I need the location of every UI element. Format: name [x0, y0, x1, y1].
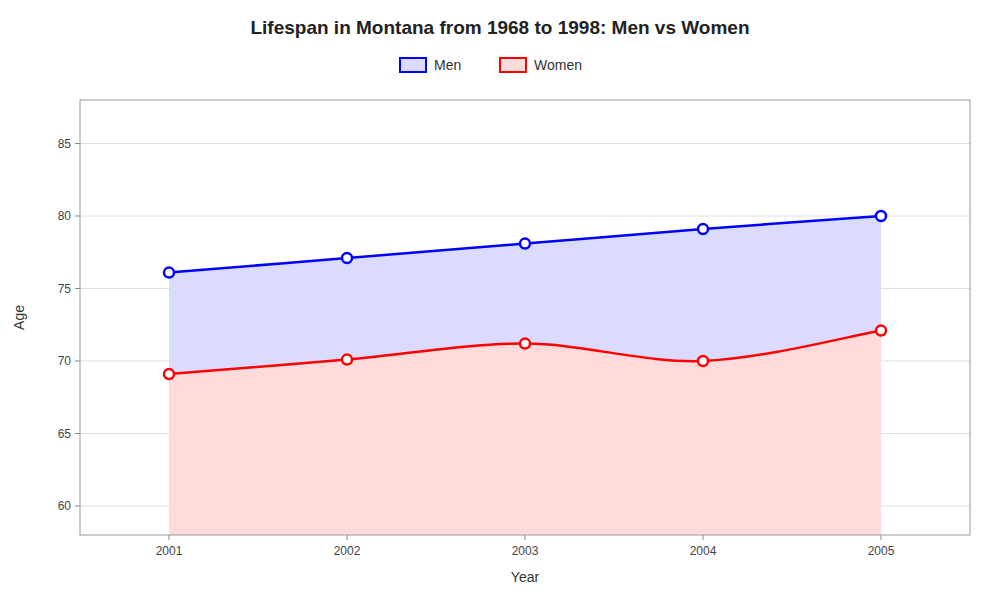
marker [876, 211, 886, 221]
y-tick-label: 65 [58, 427, 72, 441]
x-ticks: 2001 2002 2003 2004 2005 [156, 535, 895, 558]
legend: Men Women [400, 57, 582, 73]
x-tick-label: 2002 [334, 544, 361, 558]
plot-frame [80, 100, 970, 535]
y-tick-label: 75 [58, 282, 72, 296]
marker [698, 356, 708, 366]
marker [520, 239, 530, 249]
marker [876, 326, 886, 336]
series-line-0 [164, 211, 886, 278]
line [169, 216, 881, 273]
marker [520, 339, 530, 349]
legend-swatch [400, 58, 426, 72]
y-tick-label: 60 [58, 499, 72, 513]
marker [164, 369, 174, 379]
grid-line [80, 216, 970, 217]
x-tick-label: 2003 [512, 544, 539, 558]
y-tick [75, 143, 80, 144]
marker [342, 355, 352, 365]
x-axis-label: Year [511, 569, 540, 585]
line [169, 331, 881, 375]
x-tick-label: 2005 [868, 544, 895, 558]
y-tick [75, 288, 80, 289]
x-tick [525, 535, 526, 540]
marker [698, 224, 708, 234]
area [169, 216, 881, 535]
y-tick-label: 85 [58, 137, 72, 151]
chart: 60 65 70 75 80 85 2001 2002 2003 2004 2005 Lifespan… [0, 0, 1000, 600]
y-tick-label: 70 [58, 354, 72, 368]
x-tick [703, 535, 704, 540]
legend-label: Women [534, 57, 582, 73]
plot-data [164, 211, 886, 535]
x-tick [169, 535, 170, 540]
y-tick [75, 361, 80, 362]
series-1 [169, 331, 881, 535]
marker [342, 253, 352, 263]
x-tick-label: 2004 [690, 544, 717, 558]
y-axis-label: Age [11, 305, 27, 330]
legend-label: Men [434, 57, 461, 73]
title: Lifespan in Montana from 1968 to 1998: M… [250, 17, 749, 38]
grid-line [80, 143, 970, 144]
x-tick [881, 535, 882, 540]
y-tick [75, 216, 80, 217]
y-tick-label: 80 [58, 209, 72, 223]
y-tick [75, 506, 80, 507]
x-tick-label: 2001 [156, 544, 183, 558]
legend-swatch [500, 58, 526, 72]
area [169, 331, 881, 535]
x-tick [347, 535, 348, 540]
marker [164, 268, 174, 278]
series-0 [169, 216, 881, 535]
series-line-1 [164, 326, 886, 380]
y-tick [75, 433, 80, 434]
